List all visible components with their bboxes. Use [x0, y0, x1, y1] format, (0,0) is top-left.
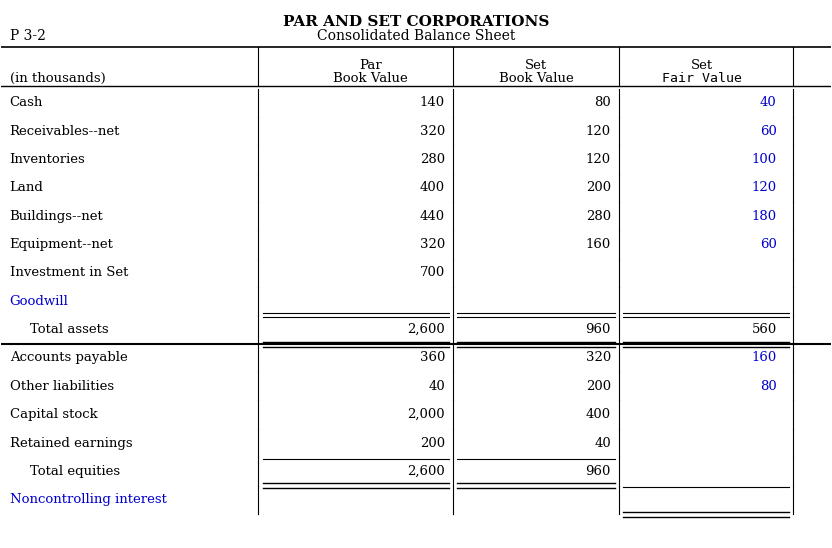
Text: PAR AND SET CORPORATIONS: PAR AND SET CORPORATIONS — [283, 15, 549, 29]
Text: 80: 80 — [594, 96, 611, 109]
Text: Inventories: Inventories — [10, 153, 86, 166]
Text: 160: 160 — [586, 238, 611, 251]
Text: Book Value: Book Value — [333, 72, 408, 85]
Text: Capital stock: Capital stock — [10, 408, 97, 421]
Text: Fair Value: Fair Value — [662, 72, 742, 85]
Text: Par: Par — [359, 59, 382, 72]
Text: Receivables--net: Receivables--net — [10, 124, 120, 138]
Text: 700: 700 — [420, 266, 445, 279]
Text: 40: 40 — [428, 380, 445, 393]
Text: Accounts payable: Accounts payable — [10, 351, 127, 364]
Text: 180: 180 — [751, 210, 777, 222]
Text: 360: 360 — [419, 351, 445, 364]
Text: (in thousands): (in thousands) — [10, 72, 106, 85]
Text: 2,600: 2,600 — [408, 465, 445, 478]
Text: 400: 400 — [586, 408, 611, 421]
Text: Land: Land — [10, 181, 43, 195]
Text: 40: 40 — [760, 96, 777, 109]
Text: Noncontrolling interest: Noncontrolling interest — [10, 493, 166, 506]
Text: 120: 120 — [751, 181, 777, 195]
Text: 140: 140 — [420, 96, 445, 109]
Text: Equipment--net: Equipment--net — [10, 238, 113, 251]
Text: Buildings--net: Buildings--net — [10, 210, 103, 222]
Text: Other liabilities: Other liabilities — [10, 380, 114, 393]
Text: Book Value: Book Value — [499, 72, 573, 85]
Text: Consolidated Balance Sheet: Consolidated Balance Sheet — [317, 28, 515, 43]
Text: Cash: Cash — [10, 96, 43, 109]
Text: 40: 40 — [594, 437, 611, 449]
Text: 160: 160 — [751, 351, 777, 364]
Text: 320: 320 — [420, 124, 445, 138]
Text: 100: 100 — [751, 153, 777, 166]
Text: 2,000: 2,000 — [408, 408, 445, 421]
Text: 200: 200 — [586, 380, 611, 393]
Text: 120: 120 — [586, 124, 611, 138]
Text: Total assets: Total assets — [31, 323, 109, 336]
Text: 960: 960 — [586, 465, 611, 478]
Text: 320: 320 — [420, 238, 445, 251]
Text: 320: 320 — [586, 351, 611, 364]
Text: 120: 120 — [586, 153, 611, 166]
Text: 200: 200 — [420, 437, 445, 449]
Text: Total equities: Total equities — [31, 465, 121, 478]
Text: P 3-2: P 3-2 — [10, 28, 46, 43]
Text: Set: Set — [525, 59, 547, 72]
Text: 80: 80 — [760, 380, 777, 393]
Text: 960: 960 — [586, 323, 611, 336]
Text: Set: Set — [691, 59, 713, 72]
Text: 440: 440 — [420, 210, 445, 222]
Text: 400: 400 — [420, 181, 445, 195]
Text: 560: 560 — [751, 323, 777, 336]
Text: Retained earnings: Retained earnings — [10, 437, 132, 449]
Text: 200: 200 — [586, 181, 611, 195]
Text: 2,600: 2,600 — [408, 323, 445, 336]
Text: 60: 60 — [760, 238, 777, 251]
Text: Goodwill: Goodwill — [10, 295, 68, 308]
Text: 280: 280 — [586, 210, 611, 222]
Text: 280: 280 — [420, 153, 445, 166]
Text: Investment in Set: Investment in Set — [10, 266, 128, 279]
Text: 60: 60 — [760, 124, 777, 138]
